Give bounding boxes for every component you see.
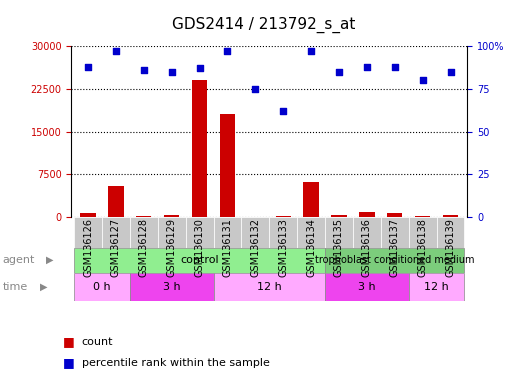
Text: ■: ■: [63, 335, 75, 348]
Text: control: control: [180, 255, 219, 265]
Text: time: time: [3, 282, 28, 292]
Bar: [192, 80, 207, 217]
Bar: [297, 217, 325, 248]
Point: [112, 48, 120, 54]
Bar: [80, 213, 96, 217]
Bar: [304, 182, 319, 217]
Bar: [325, 217, 353, 248]
Bar: [74, 273, 130, 301]
Point: [279, 108, 287, 114]
Point: [363, 63, 371, 70]
Bar: [353, 217, 381, 248]
Bar: [74, 248, 325, 273]
Bar: [325, 248, 465, 273]
Text: GSM136127: GSM136127: [111, 218, 121, 277]
Text: count: count: [82, 337, 114, 347]
Bar: [332, 215, 347, 217]
Bar: [359, 212, 374, 217]
Point: [391, 63, 399, 70]
Text: 3 h: 3 h: [358, 282, 376, 292]
Text: ■: ■: [63, 356, 75, 369]
Text: GSM136131: GSM136131: [222, 218, 232, 277]
Text: GSM136138: GSM136138: [418, 218, 428, 277]
Point: [167, 69, 176, 75]
Point: [223, 48, 232, 54]
Bar: [102, 217, 130, 248]
Bar: [276, 215, 291, 217]
Bar: [241, 217, 269, 248]
Point: [335, 69, 343, 75]
Bar: [325, 273, 409, 301]
Text: trophoblast conditioned medium: trophoblast conditioned medium: [315, 255, 475, 265]
Bar: [136, 216, 152, 217]
Bar: [387, 213, 402, 217]
Text: GSM136130: GSM136130: [194, 218, 204, 277]
Point: [195, 65, 204, 71]
Text: 12 h: 12 h: [257, 282, 281, 292]
Text: ▶: ▶: [40, 282, 47, 292]
Text: GSM136129: GSM136129: [167, 218, 177, 277]
Text: GSM136128: GSM136128: [139, 218, 149, 277]
Bar: [443, 215, 458, 217]
Point: [446, 69, 455, 75]
Bar: [213, 217, 241, 248]
Bar: [213, 273, 325, 301]
Text: GSM136136: GSM136136: [362, 218, 372, 277]
Text: 3 h: 3 h: [163, 282, 181, 292]
Point: [307, 48, 315, 54]
Text: GSM136133: GSM136133: [278, 218, 288, 277]
Text: GSM136139: GSM136139: [446, 218, 456, 277]
Bar: [164, 215, 180, 217]
Text: 12 h: 12 h: [424, 282, 449, 292]
Bar: [220, 114, 235, 217]
Text: GSM136132: GSM136132: [250, 218, 260, 277]
Text: 0 h: 0 h: [93, 282, 111, 292]
Text: GSM136135: GSM136135: [334, 218, 344, 277]
Text: agent: agent: [3, 255, 35, 265]
Point: [251, 86, 260, 92]
Text: GDS2414 / 213792_s_at: GDS2414 / 213792_s_at: [172, 17, 356, 33]
Bar: [130, 273, 213, 301]
Bar: [130, 217, 158, 248]
Bar: [158, 217, 186, 248]
Bar: [437, 217, 465, 248]
Point: [84, 63, 92, 70]
Text: percentile rank within the sample: percentile rank within the sample: [82, 358, 270, 368]
Bar: [269, 217, 297, 248]
Text: GSM136137: GSM136137: [390, 218, 400, 277]
Bar: [409, 273, 465, 301]
Bar: [415, 216, 430, 217]
Bar: [108, 185, 124, 217]
Bar: [381, 217, 409, 248]
Text: GSM136126: GSM136126: [83, 218, 93, 277]
Bar: [409, 217, 437, 248]
Bar: [186, 217, 213, 248]
Point: [418, 77, 427, 83]
Text: GSM136134: GSM136134: [306, 218, 316, 277]
Point: [139, 67, 148, 73]
Bar: [74, 217, 102, 248]
Text: ▶: ▶: [46, 255, 54, 265]
